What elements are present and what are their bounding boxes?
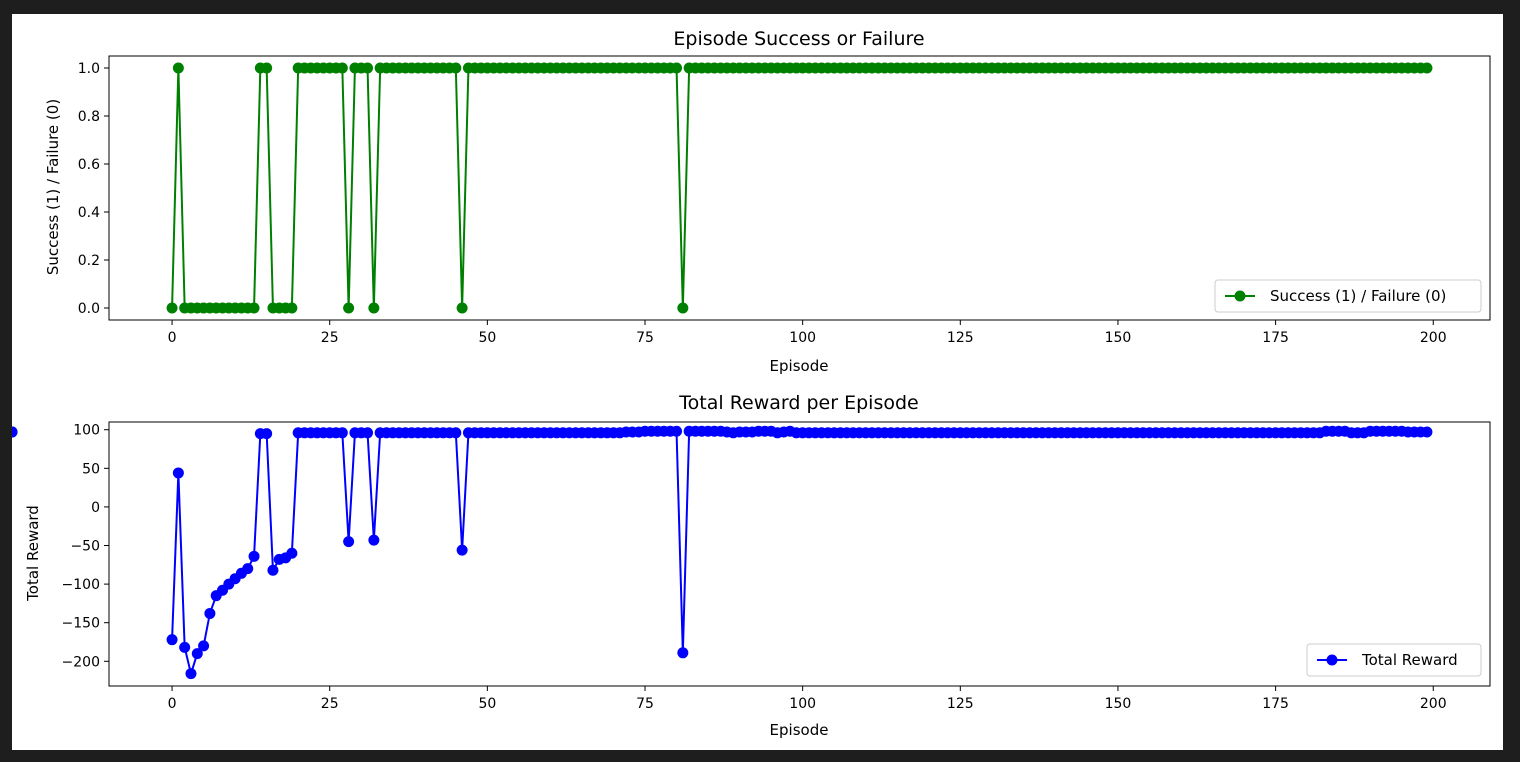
reward-data-point xyxy=(343,536,355,548)
reward-ytick-label: −100 xyxy=(62,577,100,593)
reward-chart: Total Reward per Episode Episode Total R… xyxy=(6,392,1491,739)
reward-xtick-label: 0 xyxy=(168,696,177,712)
success-data-point xyxy=(450,62,462,74)
success-data-point xyxy=(343,302,355,314)
reward-data-point xyxy=(456,544,468,556)
success-legend-box xyxy=(1214,279,1482,313)
success-chart-title: Episode Success or Failure xyxy=(673,28,924,50)
reward-xtick-label: 100 xyxy=(789,696,816,712)
reward-ytick-label: −50 xyxy=(70,539,100,555)
reward-ytick-label: −150 xyxy=(62,616,100,632)
reward-chart-frame xyxy=(108,421,1491,687)
reward-data-point xyxy=(6,426,18,438)
reward-data-point xyxy=(1421,426,1433,438)
success-chart: Episode Success or Failure Episode Succe… xyxy=(44,28,1491,375)
success-chart-legend: Success (1) / Failure (0) xyxy=(1214,279,1482,313)
success-data-point xyxy=(261,62,273,74)
success-data-point xyxy=(166,302,178,314)
success-data-point xyxy=(248,302,260,314)
reward-xtick-label: 25 xyxy=(321,696,339,712)
reward-xtick-label: 200 xyxy=(1420,696,1447,712)
reward-xtick-label: 150 xyxy=(1105,696,1132,712)
reward-legend-box xyxy=(1306,643,1482,677)
reward-data-point xyxy=(267,564,279,576)
reward-data-point xyxy=(336,427,348,439)
success-xtick-label: 0 xyxy=(168,330,177,346)
success-ytick-label: 1.0 xyxy=(78,61,100,77)
success-ytick-label: 0.0 xyxy=(78,301,100,317)
reward-ytick-label: 100 xyxy=(73,423,100,439)
success-data-point xyxy=(456,302,468,314)
success-series-line xyxy=(171,67,1427,309)
success-ytick-label: 0.6 xyxy=(78,157,100,173)
success-data-point xyxy=(172,62,184,74)
success-xtick-label: 50 xyxy=(478,330,496,346)
success-data-point xyxy=(671,62,683,74)
reward-legend-label: Total Reward xyxy=(1361,651,1458,669)
success-ytick-label: 0.8 xyxy=(78,109,100,125)
success-xtick-label: 175 xyxy=(1262,330,1289,346)
reward-chart-marks: 0 25 50 75 100 125 150 175 200 −200 −150 −100 −50 0 50… xyxy=(6,423,1447,712)
reward-data-point xyxy=(248,550,260,562)
success-xtick-label: 200 xyxy=(1420,330,1447,346)
reward-data-point xyxy=(677,647,689,659)
reward-data-point xyxy=(362,427,374,439)
reward-data-point xyxy=(286,547,298,559)
reward-xtick-label: 175 xyxy=(1262,696,1289,712)
success-legend-label: Success (1) / Failure (0) xyxy=(1270,287,1446,305)
success-chart-marks: 0 25 50 75 100 125 150 175 200 0.0 0.2 0.4 0.6 0.8 1.0 xyxy=(78,61,1447,346)
success-data-point xyxy=(368,302,380,314)
reward-data-point xyxy=(204,607,216,619)
reward-data-point xyxy=(242,563,254,575)
reward-data-point xyxy=(450,427,462,439)
success-chart-ylabel: Success (1) / Failure (0) xyxy=(44,99,62,275)
success-data-point xyxy=(1421,62,1433,74)
reward-data-point xyxy=(368,534,380,546)
success-xtick-label: 25 xyxy=(321,330,339,346)
reward-xtick-label: 75 xyxy=(636,696,654,712)
reward-data-point xyxy=(166,634,178,646)
reward-data-point xyxy=(185,668,197,680)
success-xtick-label: 150 xyxy=(1105,330,1132,346)
success-legend-marker xyxy=(1234,290,1246,302)
reward-data-point xyxy=(172,467,184,479)
success-data-point xyxy=(286,302,298,314)
success-ytick-label: 0.4 xyxy=(78,205,100,221)
reward-data-point xyxy=(191,648,203,660)
reward-chart-ylabel: Total Reward xyxy=(24,505,42,602)
success-xtick-label: 125 xyxy=(947,330,974,346)
figure: Episode Success or Failure Episode Succe… xyxy=(6,14,1503,750)
reward-chart-xlabel: Episode xyxy=(770,721,829,739)
reward-data-point xyxy=(261,428,273,440)
success-data-point xyxy=(336,62,348,74)
reward-ytick-label: 0 xyxy=(91,500,100,516)
reward-ytick-label: 50 xyxy=(82,461,100,477)
figure-canvas: Episode Success or Failure Episode Succe… xyxy=(6,28,1491,739)
success-data-point xyxy=(677,302,689,314)
reward-legend-marker xyxy=(1326,654,1338,666)
reward-xtick-label: 50 xyxy=(478,696,496,712)
reward-chart-legend: Total Reward xyxy=(1306,643,1482,677)
reward-chart-title: Total Reward per Episode xyxy=(678,392,918,414)
success-chart-frame xyxy=(108,55,1491,321)
success-xtick-label: 75 xyxy=(636,330,654,346)
reward-ytick-label: −200 xyxy=(62,654,100,670)
reward-data-point xyxy=(671,425,683,437)
success-xtick-label: 100 xyxy=(789,330,816,346)
reward-data-point xyxy=(198,640,210,652)
success-data-point xyxy=(362,62,374,74)
reward-series-line xyxy=(171,430,1427,675)
reward-xtick-label: 125 xyxy=(947,696,974,712)
success-chart-xlabel: Episode xyxy=(770,357,829,375)
reward-data-point xyxy=(179,641,191,653)
success-ytick-label: 0.2 xyxy=(78,253,100,269)
